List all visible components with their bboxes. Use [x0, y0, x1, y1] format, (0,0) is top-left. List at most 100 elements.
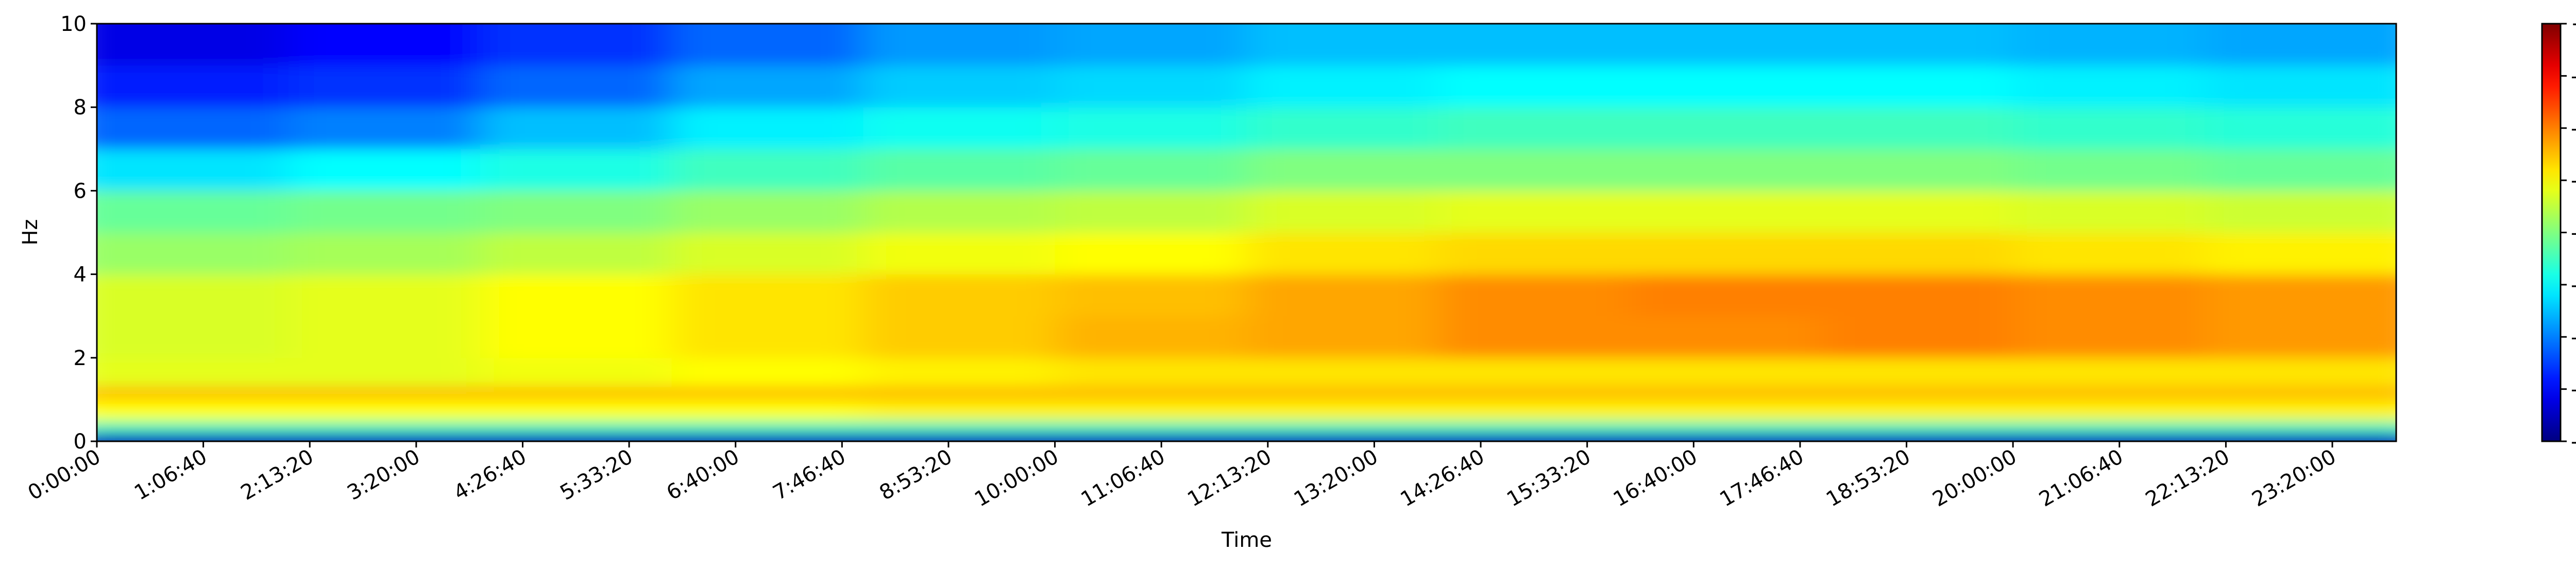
heatmap-cell: [2205, 107, 2396, 149]
heatmap-cell: [863, 316, 1056, 358]
heatmap-cell: [1630, 65, 1822, 108]
heatmap-cell: [1055, 357, 1247, 388]
colorbar-tick-label: -10 dB: [2571, 64, 2576, 88]
heatmap-cell: [1630, 191, 1822, 233]
heatmap-cell: [1630, 420, 1822, 434]
heatmap-cell: [1821, 357, 2013, 388]
colorbar-tick-label: -70 dB: [2571, 378, 2576, 402]
heatmap-cell: [288, 65, 481, 108]
x-tick-label: 8:53:20: [875, 445, 956, 505]
x-tick-label: 13:20:00: [1290, 445, 1382, 512]
heatmap-cell: [2205, 433, 2396, 441]
heatmap-cell: [1821, 387, 2013, 400]
plot-frame: [96, 23, 2397, 442]
heatmap-cell: [2013, 149, 2205, 191]
heatmap-cell: [2013, 420, 2205, 434]
heatmap-cell: [2205, 274, 2396, 317]
heatmap-cell: [97, 65, 289, 108]
y-tick-label: 8: [74, 96, 87, 119]
x-tick-label: 2:13:20: [237, 445, 318, 505]
heatmap-cell: [1821, 274, 2013, 317]
heatmap-cell: [2205, 65, 2396, 108]
heatmap-cell: [863, 387, 1056, 400]
heatmap-cell: [1055, 149, 1247, 191]
heatmap-cell: [1438, 399, 1630, 421]
heatmap-cell: [1055, 107, 1247, 149]
colorbar-tick-label: -60 dB: [2571, 325, 2576, 349]
heatmap-cell: [1438, 387, 1630, 400]
colorbar: [2541, 23, 2562, 442]
heatmap-cell: [863, 357, 1056, 388]
heatmap-cell: [1246, 149, 1438, 191]
x-tick-label: 22:13:20: [2142, 445, 2234, 512]
heatmap-cell: [97, 232, 289, 275]
heatmap-cell: [97, 191, 289, 233]
heatmap-cell: [2205, 24, 2396, 66]
heatmap-cell: [671, 274, 864, 317]
heatmap-cell: [863, 191, 1056, 233]
x-tick-label: 20:00:00: [1929, 445, 2021, 512]
heatmap-cell: [288, 433, 481, 441]
x-tick-label: 10:00:00: [971, 445, 1063, 512]
heatmap-cell: [1821, 65, 2013, 108]
heatmap-cell: [480, 274, 672, 317]
x-tick-label: 7:46:40: [769, 445, 850, 505]
heatmap-cell: [2205, 232, 2396, 275]
y-tick-label: 0: [74, 430, 87, 454]
heatmap-cell: [2013, 387, 2205, 400]
heatmap-cell: [671, 433, 864, 441]
heatmap-cell: [2013, 399, 2205, 421]
heatmap-cell: [863, 107, 1056, 149]
colorbar-tick-label: -50 dB: [2571, 273, 2576, 297]
heatmap-cell: [1438, 420, 1630, 434]
heatmap-cell: [1055, 420, 1247, 434]
heatmap-cell: [97, 420, 289, 434]
heatmap-cell: [671, 232, 864, 275]
heatmap-cell: [1055, 191, 1247, 233]
heatmap-cell: [2013, 107, 2205, 149]
heatmap-cell: [1630, 149, 1822, 191]
heatmap-cell: [480, 399, 672, 421]
heatmap-cell: [1438, 232, 1630, 275]
x-tick-label: 16:40:00: [1609, 445, 1702, 512]
heatmap-cell: [1246, 316, 1438, 358]
heatmap-cell: [1821, 433, 2013, 441]
y-tick-label: 6: [74, 179, 87, 203]
heatmap-cell: [1630, 274, 1822, 317]
x-tick-label: 3:20:00: [343, 445, 424, 505]
x-tick-label: 21:06:40: [2035, 445, 2127, 512]
heatmap-cell: [288, 357, 481, 388]
heatmap-cell: [1438, 107, 1630, 149]
heatmap-cell: [288, 107, 481, 149]
heatmap-cell: [480, 24, 672, 66]
heatmap-cell: [1246, 399, 1438, 421]
heatmap-cell: [671, 65, 864, 108]
heatmap-cell: [1821, 232, 2013, 275]
heatmap-cell: [863, 232, 1056, 275]
heatmap-cell: [1438, 316, 1630, 358]
heatmap-cell: [1246, 107, 1438, 149]
heatmap-cell: [1246, 387, 1438, 400]
heatmap-cell: [1055, 24, 1247, 66]
heatmap-cell: [97, 149, 289, 191]
x-axis-label: Time: [1221, 528, 1272, 552]
colorbar-tick-label: -80 dB: [2571, 430, 2576, 454]
heatmap-cell: [863, 399, 1056, 421]
heatmap-cell: [2013, 316, 2205, 358]
heatmap-cell: [480, 232, 672, 275]
heatmap-cell: [863, 24, 1056, 66]
heatmap-cell: [288, 316, 481, 358]
heatmap-cell: [288, 149, 481, 191]
heatmap-cell: [1438, 149, 1630, 191]
heatmap-cell: [1055, 316, 1247, 358]
heatmap-cell: [97, 433, 289, 441]
heatmap-cell: [288, 191, 481, 233]
y-tick-label: 4: [74, 263, 87, 287]
heatmap-cell: [2205, 357, 2396, 388]
heatmap-cell: [97, 24, 289, 66]
colorbar-tick-label: +0 dB: [2571, 12, 2576, 36]
x-tick-label: 18:53:20: [1822, 445, 1914, 512]
heatmap-cell: [1246, 65, 1438, 108]
